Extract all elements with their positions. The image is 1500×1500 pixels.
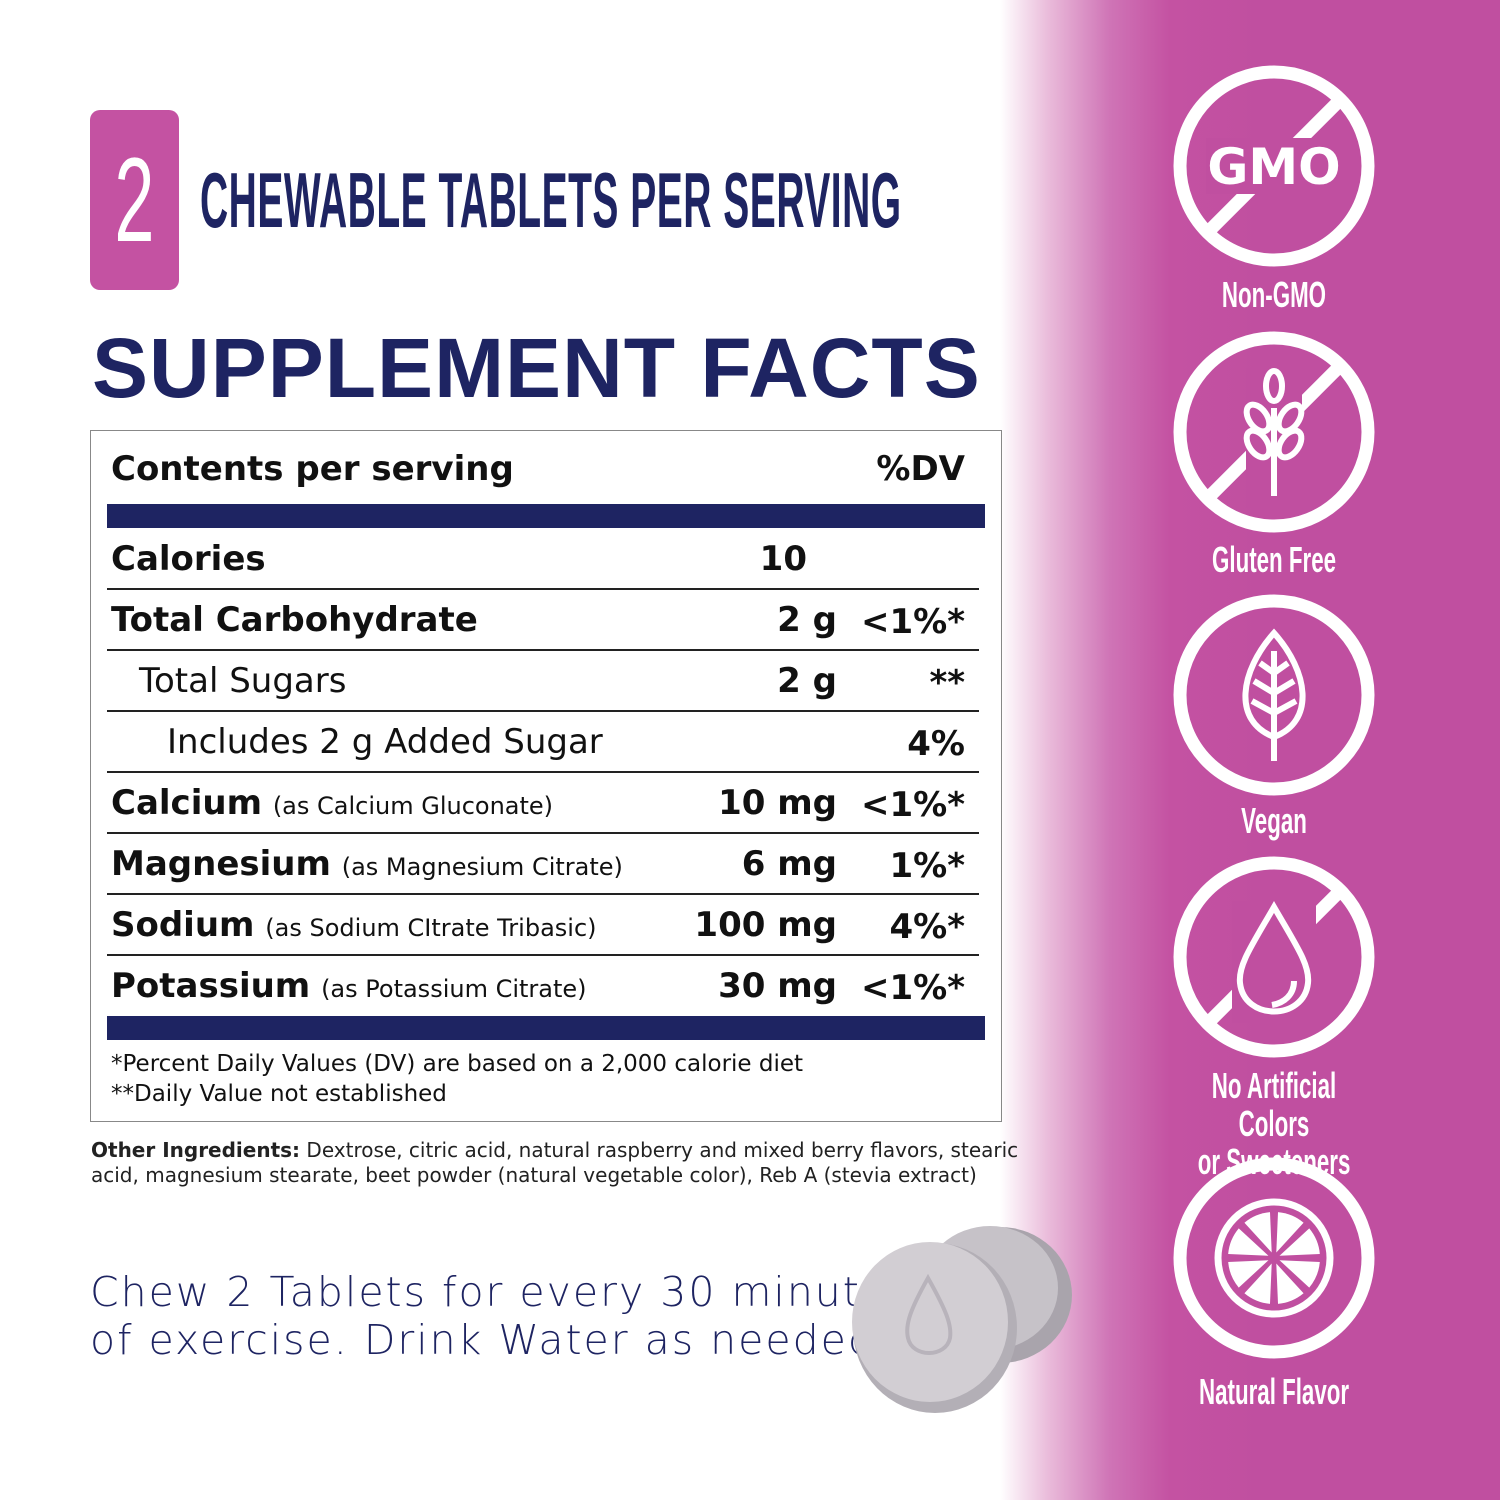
nutrient-source: (as Calcium Gluconate) xyxy=(272,792,554,820)
citrus-segment xyxy=(1228,1260,1269,1288)
nutrient-source: (as Sodium CItrate Tribasic) xyxy=(265,914,597,942)
facts-row: Potassium (as Potassium Citrate) 30 mg <1%… xyxy=(107,956,979,1017)
nutrient-amount: 2 g xyxy=(777,600,837,640)
facts-row: Calories 10 xyxy=(107,529,979,590)
nutrient-name: Sodium (as Sodium CItrate Tribasic) xyxy=(111,905,597,945)
badge-label-natural-flavor: Natural Flavor xyxy=(1198,1371,1350,1412)
nutrient-dv: <1%* xyxy=(861,968,965,1008)
directions-line-2: of exercise. Drink Water as needed. xyxy=(90,1316,891,1364)
facts-row: Total Carbohydrate 2 g <1%* xyxy=(107,590,979,651)
nutrient-amount: 2 g xyxy=(777,661,837,701)
directions: Chew 2 Tablets for every 30 minutes of e… xyxy=(90,1268,911,1364)
nutrient-source: (as Magnesium Citrate) xyxy=(341,853,623,881)
top-divider-bar xyxy=(107,504,985,528)
serving-count-badge: 2 xyxy=(90,110,179,290)
footnote-dv: *Percent Daily Values (DV) are based on … xyxy=(111,1051,804,1077)
nutrient-name: Potassium (as Potassium Citrate) xyxy=(111,966,587,1006)
nutrient-name: Total Carbohydrate xyxy=(111,600,478,640)
citrus-segment xyxy=(1244,1263,1272,1304)
nutrient-amount: 6 mg xyxy=(741,844,837,884)
serving-heading: CHEWABLE TABLETS PER SERVING xyxy=(200,156,902,244)
facts-row: Magnesium (as Magnesium Citrate) 6 mg 1%* xyxy=(107,834,979,895)
nutrient-source: (as Potassium Citrate) xyxy=(321,975,587,1003)
nutrient-name: Magnesium (as Magnesium Citrate) xyxy=(111,844,623,884)
badge-label-non-gmo: Non-GMO xyxy=(1221,274,1327,315)
nutrient-name: Includes 2 g Added Sugar xyxy=(167,722,603,762)
citrus-segment xyxy=(1244,1212,1272,1253)
nutrient-name: Calories xyxy=(111,539,266,579)
citrus-segment xyxy=(1279,1260,1320,1288)
gmo-text: GMO xyxy=(1207,138,1340,196)
no-artificial-drop-icon xyxy=(1173,856,1375,1058)
ingredients-label: Other Ingredients: xyxy=(91,1138,301,1162)
citrus-segment xyxy=(1228,1228,1269,1256)
ingredients-text: Dextrose, citric acid, natural raspberry… xyxy=(91,1138,1019,1187)
nutrient-dv: 4% xyxy=(907,724,965,764)
facts-row: Sodium (as Sodium CItrate Tribasic) 100 m… xyxy=(107,895,979,956)
nutrient-dv: 4%* xyxy=(889,907,965,947)
facts-row: Total Sugars 2 g ** xyxy=(107,651,979,712)
other-ingredients: Other Ingredients: Dextrose, citric acid… xyxy=(91,1138,1031,1188)
nutrient-dv: <1%* xyxy=(861,602,965,642)
citrus-segment xyxy=(1276,1263,1304,1304)
serving-count: 2 xyxy=(114,133,155,267)
nutrient-dv: ** xyxy=(929,663,965,703)
directions-line-1: Chew 2 Tablets for every 30 minutes xyxy=(90,1268,912,1316)
bottom-divider-bar xyxy=(107,1016,985,1040)
nutrient-amount: 30 mg xyxy=(718,966,837,1006)
nutrient-name: Calcium (as Calcium Gluconate) xyxy=(111,783,554,823)
nutrient-name: Total Sugars xyxy=(139,661,347,701)
facts-row: Includes 2 g Added Sugar 4% xyxy=(107,712,979,773)
badge-label-gluten-free: Gluten Free xyxy=(1211,539,1337,580)
supplement-facts-table: Contents per serving %DV Calories 10 Total… xyxy=(90,430,1002,1122)
dv-header: %DV xyxy=(876,449,965,489)
nutrient-dv: <1%* xyxy=(861,785,965,825)
nutrient-amount: 10 mg xyxy=(718,783,837,823)
citrus-slice-icon xyxy=(1173,1157,1375,1359)
contents-header: Contents per serving xyxy=(111,449,514,489)
tablets-image xyxy=(852,1226,1072,1413)
no-gluten-wheat-icon xyxy=(1173,331,1375,533)
nutrient-amount: 100 mg xyxy=(694,905,837,945)
citrus-segment xyxy=(1276,1212,1304,1253)
nutrient-dv: 1%* xyxy=(889,846,965,886)
footnote-not-established: **Daily Value not established xyxy=(111,1081,447,1107)
badge-label-vegan: Vegan xyxy=(1241,800,1307,841)
no-gmo-icon: GMO xyxy=(1173,65,1375,267)
vegan-leaf-icon xyxy=(1173,594,1375,796)
nutrient-amount: 10 xyxy=(759,539,807,579)
facts-row: Calcium (as Calcium Gluconate) 10 mg <1%* xyxy=(107,773,979,834)
citrus-segment xyxy=(1279,1228,1320,1256)
page-title: SUPPLEMENT FACTS xyxy=(92,321,981,415)
